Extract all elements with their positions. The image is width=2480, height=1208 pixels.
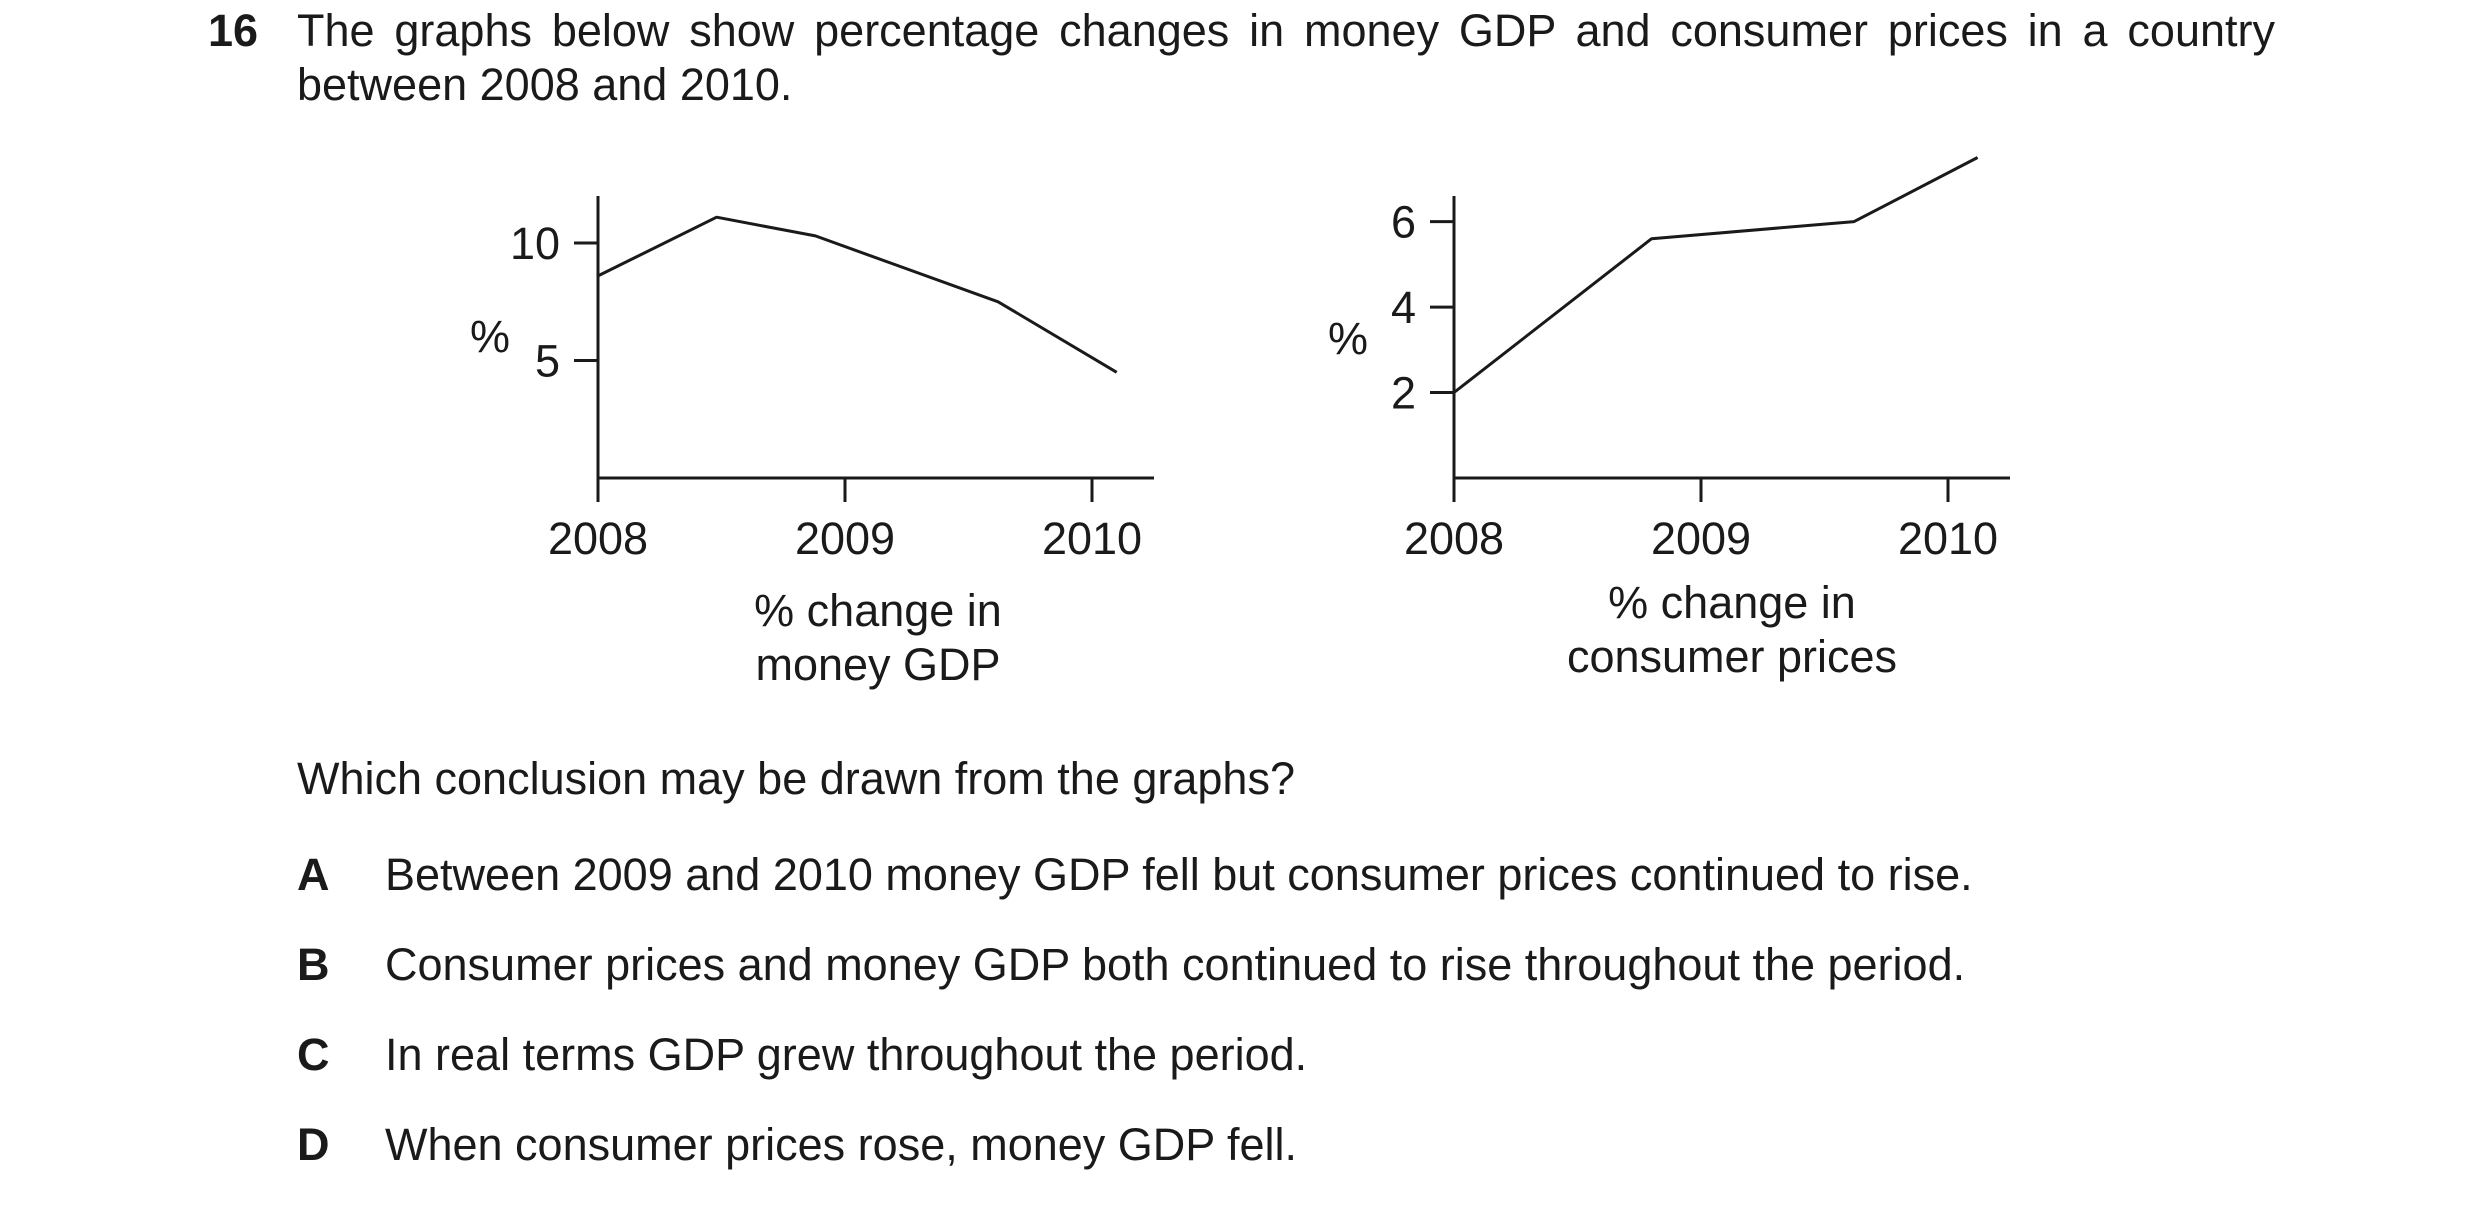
prices-y-label: % [1328,313,1368,364]
option-c-text: In real terms GDP grew throughout the pe… [385,1029,1308,1080]
question-number: 16 [208,5,259,56]
gdp-y-label: % [470,311,510,362]
prices-y-tick-label-2: 2 [1391,368,1416,419]
gdp-x-tick-label-2010: 2010 [1042,513,1142,564]
option-d-letter: D [297,1119,330,1170]
prices-y-tick-label-6: 6 [1391,197,1416,248]
prices-chart: 2 4 6 2008 2009 2010 % % change in consumer … [1328,156,2010,682]
option-b-text: Consumer prices and money GDP both conti… [385,939,1966,990]
gdp-caption-line-1: % change in [754,585,1002,636]
gdp-y-tick-label-5: 5 [535,336,560,387]
gdp-x-tick-label-2008: 2008 [548,513,648,564]
question-prompt: Which conclusion may be drawn from the g… [297,753,1295,804]
gdp-x-tick-label-2009: 2009 [795,513,895,564]
gdp-y-tick-label-10: 10 [510,218,560,269]
prices-caption-line-2: consumer prices [1567,631,1897,682]
gdp-caption-line-2: money GDP [755,639,1000,690]
option-a-letter: A [297,849,330,900]
prices-y-ticks: 2 4 6 [1391,197,1454,419]
charts-figure: 5 10 2008 2009 2010 % % change in money GDP… [470,156,2010,690]
option-d-text: When consumer prices rose, money GDP fel… [385,1119,1298,1170]
question-stem: The graphs below show percentage changes… [297,5,2275,110]
prices-x-tick-label-2010: 2010 [1898,513,1998,564]
gdp-chart: 5 10 2008 2009 2010 % % change in money GDP [470,196,1154,690]
prices-y-tick-label-4: 4 [1391,282,1416,333]
option-b-letter: B [297,939,330,990]
gdp-y-ticks: 5 10 [510,218,598,387]
prices-x-tick-label-2008: 2008 [1404,513,1504,564]
prices-x-ticks: 2008 2009 2010 [1404,478,1998,564]
gdp-x-ticks: 2008 2009 2010 [548,478,1142,564]
option-c-letter: C [297,1029,330,1080]
option-a-text: Between 2009 and 2010 money GDP fell but… [385,849,1973,900]
prices-x-tick-label-2009: 2009 [1651,513,1751,564]
gdp-series-line [597,215,1118,374]
prices-caption-line-1: % change in [1608,577,1856,628]
prices-series-line [1453,156,1979,394]
